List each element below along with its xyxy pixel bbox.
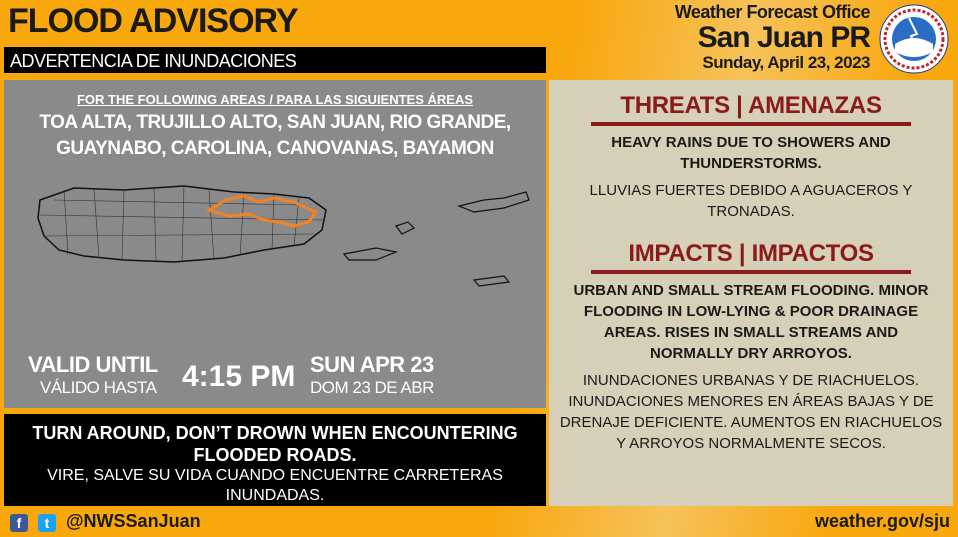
safety-message: TURN AROUND, DON’T DROWN WHEN ENCOUNTERI…: [4, 414, 546, 506]
day-es: DOM 23 DE ABR: [310, 378, 434, 397]
valid-es: VÁLIDO HASTA: [40, 378, 157, 397]
warning-es: VIRE, SALVE SU VIDA CUANDO ENCUENTRE CAR…: [47, 467, 503, 484]
map-panel: FOR THE FOLLOWING AREAS / PARA LAS SIGUI…: [4, 80, 546, 408]
divider: [591, 122, 911, 126]
valid-time: 4:15 PM: [182, 360, 296, 393]
office-block: Weather Forecast Office San Juan PR Sund…: [674, 2, 871, 73]
day-en: SUN APR 23: [310, 352, 434, 377]
areas-line: TOA ALTA, TRUJILLO ALTO, SAN JUAN, RIO G…: [39, 112, 511, 133]
twitter-icon[interactable]: t: [38, 514, 56, 532]
puerto-rico-map: [37, 185, 530, 287]
social-handle[interactable]: @NWSSanJuan: [66, 511, 201, 531]
office-name: San Juan PR: [697, 21, 871, 54]
valid-date: SUN APR 23 DOM 23 DE ABR: [310, 352, 434, 398]
affected-areas: TOA ALTA, TRUJILLO ALTO, SAN JUAN, RIO G…: [4, 110, 546, 162]
page-title: FLOOD ADVISORY: [8, 2, 298, 40]
warning-en: FLOODED ROADS.: [193, 445, 357, 465]
areas-heading: FOR THE FOLLOWING AREAS / PARA LAS SIGUI…: [76, 92, 474, 107]
impacts-es: INUNDACIONES URBANAS Y DE RIACHUELOS. IN…: [559, 372, 943, 452]
impacts-heading: IMPACTS | IMPACTOS: [628, 240, 874, 267]
threats-es: LLUVIAS FUERTES DEBIDO A AGUACEROS Y TRO…: [589, 182, 913, 220]
footer: f t @NWSSanJuan weather.gov/sju: [0, 508, 958, 537]
threats-heading: THREATS | AMENAZAS: [620, 92, 882, 119]
nws-logo-icon: [879, 4, 949, 74]
areas-line: GUAYNABO, CAROLINA, CANOVANAS, BAYAMON: [56, 138, 494, 159]
impacts-en: URBAN AND SMALL STREAM FLOODING. MINOR F…: [573, 282, 929, 362]
issue-date: Sunday, April 23, 2023: [702, 53, 870, 72]
subtitle-bar: ADVERTENCIA DE INUNDACIONES: [4, 47, 546, 73]
threats-en: HEAVY RAINS DUE TO SHOWERS AND THUNDERST…: [611, 134, 891, 172]
facebook-icon[interactable]: f: [10, 514, 28, 532]
info-panel: THREATS | AMENAZAS HEAVY RAINS DUE TO SH…: [549, 80, 953, 506]
valid-until-label: VALID UNTIL VÁLIDO HASTA: [28, 352, 158, 398]
divider: [591, 270, 911, 274]
warning-es: INUNDADAS.: [225, 487, 325, 504]
website-link[interactable]: weather.gov/sju: [814, 511, 950, 531]
valid-en: VALID UNTIL: [28, 352, 158, 377]
warning-en: TURN AROUND, DON’T DROWN WHEN ENCOUNTERI…: [32, 423, 518, 443]
office-label: Weather Forecast Office: [674, 2, 871, 22]
